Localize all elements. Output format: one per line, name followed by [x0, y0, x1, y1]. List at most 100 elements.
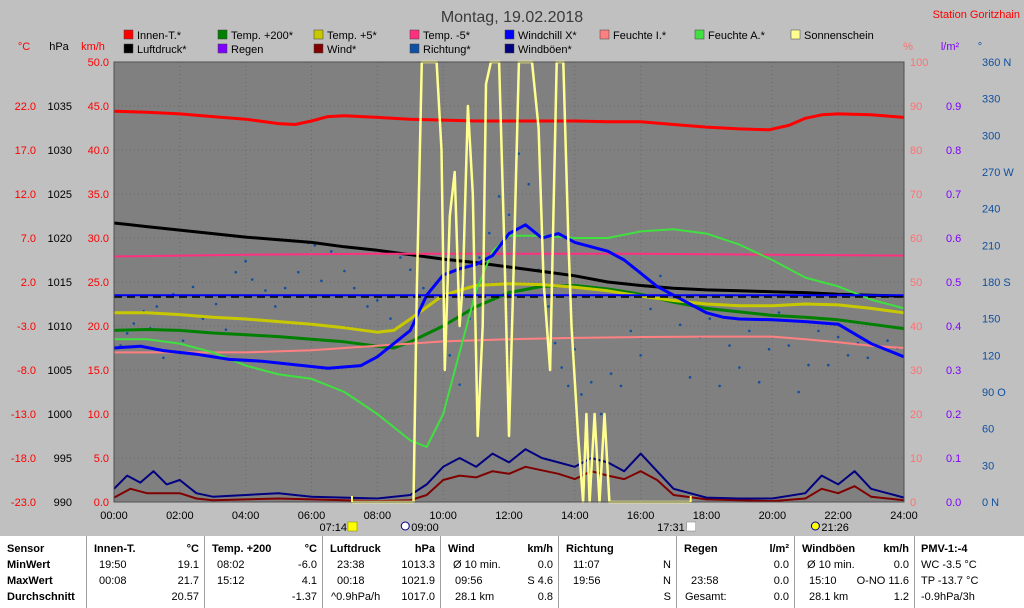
lm2-tick-label: 0.4 — [946, 321, 961, 333]
axis-unit-pct: % — [903, 41, 913, 53]
richtung-point — [580, 393, 583, 396]
richtung-point — [244, 259, 247, 263]
sunrise-time: 07:14 — [319, 522, 347, 534]
x-tick-label: 00:00 — [100, 510, 128, 522]
stats-temp200-min-time: 08:02 — [217, 559, 245, 571]
stats-temp200-avg: -1.37 — [291, 591, 317, 603]
richtung-point — [797, 390, 800, 394]
richtung-point — [214, 302, 218, 306]
legend-label: Feuchte I.* — [613, 30, 667, 42]
deg-tick-label: 210 — [982, 240, 1000, 252]
richtung-point — [817, 329, 820, 333]
stats-richtung-header: Richtung — [566, 543, 614, 555]
temp-tick-label: 12.0 — [15, 189, 36, 201]
stats-wind-mean: 0.8 — [537, 591, 553, 603]
axis-unit-lm2: l/m² — [941, 41, 960, 53]
stats-wind-avg-label: Ø 10 min. — [453, 559, 501, 571]
deg-tick-label: 240 — [982, 204, 1000, 216]
stats-wind-avg10: 0.0 — [537, 559, 553, 571]
stats-richtung-time2: 19:56 — [573, 575, 601, 587]
pct-tick-label: 70 — [910, 189, 922, 201]
weather-chart: Montag, 19.02.2018 Station Goritzhain °C hP… — [11, 9, 1020, 534]
x-tick-label: 06:00 — [298, 510, 326, 522]
noon-time: 09:00 — [411, 522, 439, 534]
pct-tick-label: 20 — [910, 409, 922, 421]
richtung-point — [547, 305, 550, 308]
pct-tick-label: 100 — [910, 57, 928, 69]
legend-label: Richtung* — [423, 44, 471, 56]
richtung-point — [826, 363, 830, 367]
lm2-tick-label: 0.7 — [946, 189, 961, 201]
pct-tick-label: 90 — [910, 101, 922, 113]
legend-label: Temp. -5* — [423, 30, 471, 42]
sunset-time: 17:31 — [657, 522, 685, 534]
richtung-point — [836, 335, 840, 339]
stats-temp200-unit: °C — [304, 543, 317, 555]
legend-label: Temp. +5* — [327, 30, 378, 42]
series-line — [113, 284, 905, 350]
richtung-point — [747, 329, 751, 333]
pct-tick-label: 80 — [910, 145, 922, 157]
stats-temp200-header: Temp. +200 — [212, 543, 272, 555]
x-tick-label: 20:00 — [759, 510, 787, 522]
richtung-point — [688, 376, 692, 379]
stats-temp200-max-time: 15:12 — [217, 575, 245, 587]
series-line — [114, 282, 905, 334]
richtung-point — [527, 182, 531, 186]
stats-regen-min: 0.0 — [773, 559, 789, 571]
stats-windboen-max-time: 15:10 — [809, 575, 837, 587]
stats-wind-distance: 28.1 km — [455, 591, 495, 603]
legend-swatch — [123, 43, 134, 54]
legend-label: Regen — [231, 44, 263, 56]
richtung-point — [777, 311, 781, 314]
lm2-tick-label: 0.1 — [946, 453, 961, 465]
richtung-point — [886, 339, 889, 342]
legend-swatch — [217, 29, 228, 40]
deg-tick-label: 0 N — [982, 497, 999, 509]
stats-regen-total: 0.0 — [773, 591, 789, 603]
richtung-point — [273, 305, 277, 308]
stats-regen-unit: l/m² — [769, 543, 789, 555]
legend-label: Windböen* — [518, 44, 573, 56]
stats-wind-unit: km/h — [527, 543, 553, 555]
legend-swatch — [790, 29, 801, 40]
richtung-point — [155, 305, 159, 308]
legend-swatch — [504, 43, 515, 54]
series-line — [113, 223, 905, 370]
lm2-tick-label: 0.2 — [946, 409, 961, 421]
pct-tick-label: 0 — [910, 497, 916, 509]
stats-richtung-dir2: N — [663, 575, 671, 587]
legend-swatch — [694, 29, 705, 40]
x-tick-label: 10:00 — [429, 510, 457, 522]
richtung-point — [609, 372, 613, 375]
richtung-point — [846, 354, 850, 357]
richtung-point — [125, 332, 129, 335]
richtung-point — [487, 231, 491, 235]
deg-tick-label: 90 O — [982, 387, 1006, 399]
temp-tick-label: 22.0 — [15, 101, 36, 113]
legend-swatch — [313, 43, 324, 54]
stats-regen-max: 0.0 — [773, 575, 789, 587]
richtung-point — [320, 279, 323, 283]
stats-windboen-unit: km/h — [883, 543, 909, 555]
stats-luftdruck-max: 1021.9 — [401, 575, 435, 587]
richtung-point — [599, 412, 603, 416]
lm2-tick-label: 0.5 — [946, 277, 961, 289]
legend-label: Temp. +200* — [231, 30, 294, 42]
richtung-point — [283, 286, 287, 290]
stats-temp200-max: 4.1 — [301, 575, 317, 587]
night-time: 21:26 — [821, 522, 849, 534]
richtung-point — [787, 344, 791, 347]
stats-regen-time: 23:58 — [691, 575, 719, 587]
richtung-point — [408, 268, 412, 272]
stats-luftdruck-avg: 1017.0 — [401, 591, 435, 603]
legend-swatch — [599, 29, 610, 40]
lm2-tick-label: 0.0 — [946, 497, 961, 509]
hpa-tick-label: 1035 — [48, 101, 72, 113]
richtung-point — [767, 347, 771, 351]
legend-swatch — [409, 43, 420, 54]
stats-regen-header: Regen — [684, 543, 718, 555]
richtung-point — [234, 270, 238, 274]
legend-swatch — [123, 29, 134, 40]
